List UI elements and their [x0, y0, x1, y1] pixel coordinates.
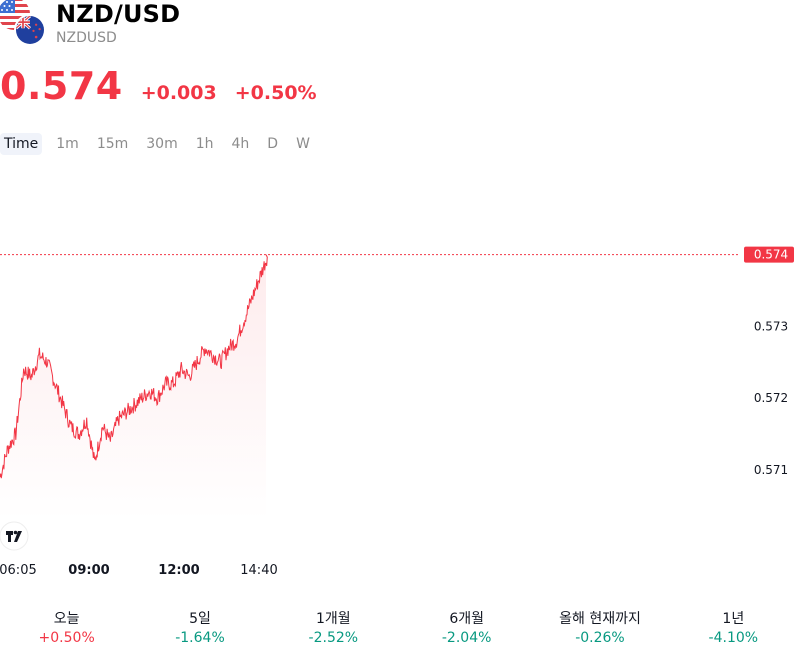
period-label: 6개월 [449, 611, 484, 627]
period-value: -1.64% [175, 630, 225, 646]
period-label: 오늘 [53, 611, 80, 627]
last-price: 0.574 [0, 64, 123, 108]
last-price-label: 0.574 [754, 248, 788, 262]
period-6m[interactable]: 6개월 -2.04% [400, 610, 533, 650]
quote-row: 0.574 +0.003 +0.50% [0, 64, 317, 108]
y-tick-label: 0.572 [754, 391, 788, 405]
interval-time[interactable]: Time [0, 133, 43, 155]
interval-30m[interactable]: 30m [146, 136, 178, 152]
interval-1h[interactable]: 1h [195, 136, 214, 152]
interval-1m[interactable]: 1m [56, 136, 79, 152]
period-ytd[interactable]: 올해 현재까지 -0.26% [533, 610, 666, 650]
y-tick-label: 0.571 [754, 463, 788, 477]
period-label: 5일 [189, 611, 211, 627]
symbol-ticker: NZDUSD [56, 30, 117, 46]
period-value: -2.04% [441, 630, 492, 646]
tradingview-logo-icon[interactable] [0, 521, 29, 551]
y-tick-label: 0.573 [754, 319, 788, 333]
price-line [0, 254, 268, 479]
currency-flags [0, 0, 50, 48]
period-value: -2.52% [308, 630, 359, 646]
interval-15m[interactable]: 15m [96, 136, 129, 152]
last-price-label-bg [744, 246, 794, 263]
period-1m[interactable]: 1개월 -2.52% [267, 610, 400, 650]
x-tick-label: 09:00 [68, 563, 109, 578]
symbol-title: NZD/USD [56, 0, 181, 28]
performance-periods: 오늘 +0.50% 5일 -1.64% 1개월 -2.52% 6개월 -2.04… [0, 610, 800, 650]
x-tick-label: 06:05 [0, 563, 37, 578]
period-1y[interactable]: 1년 -4.10% [667, 610, 800, 650]
interval-d[interactable]: D [267, 136, 279, 152]
period-label: 올해 현재까지 [559, 611, 641, 627]
x-tick-label: 12:00 [158, 563, 199, 578]
interval-selector: Time 1m 15m 30m 1h 4h D W [0, 132, 324, 156]
price-change: +0.003 [140, 82, 217, 104]
price-area-fill [0, 254, 268, 520]
interval-w[interactable]: W [296, 136, 310, 152]
x-tick-label: 14:40 [240, 563, 277, 578]
nz-flag-icon [14, 14, 46, 46]
period-value: +0.50% [38, 630, 95, 646]
period-today[interactable]: 오늘 +0.50% [0, 610, 133, 650]
period-label: 1개월 [315, 611, 351, 627]
period-5d[interactable]: 5일 -1.64% [133, 610, 266, 650]
period-value: -4.10% [708, 630, 759, 646]
period-value: -0.26% [575, 630, 625, 646]
price-change-percent: +0.50% [234, 82, 317, 104]
period-label: 1년 [722, 611, 745, 627]
price-chart[interactable]: 0.574 0.573 0.572 0.571 06:05 09:00 12:00 14:… [0, 160, 800, 590]
interval-4h[interactable]: 4h [231, 136, 250, 152]
